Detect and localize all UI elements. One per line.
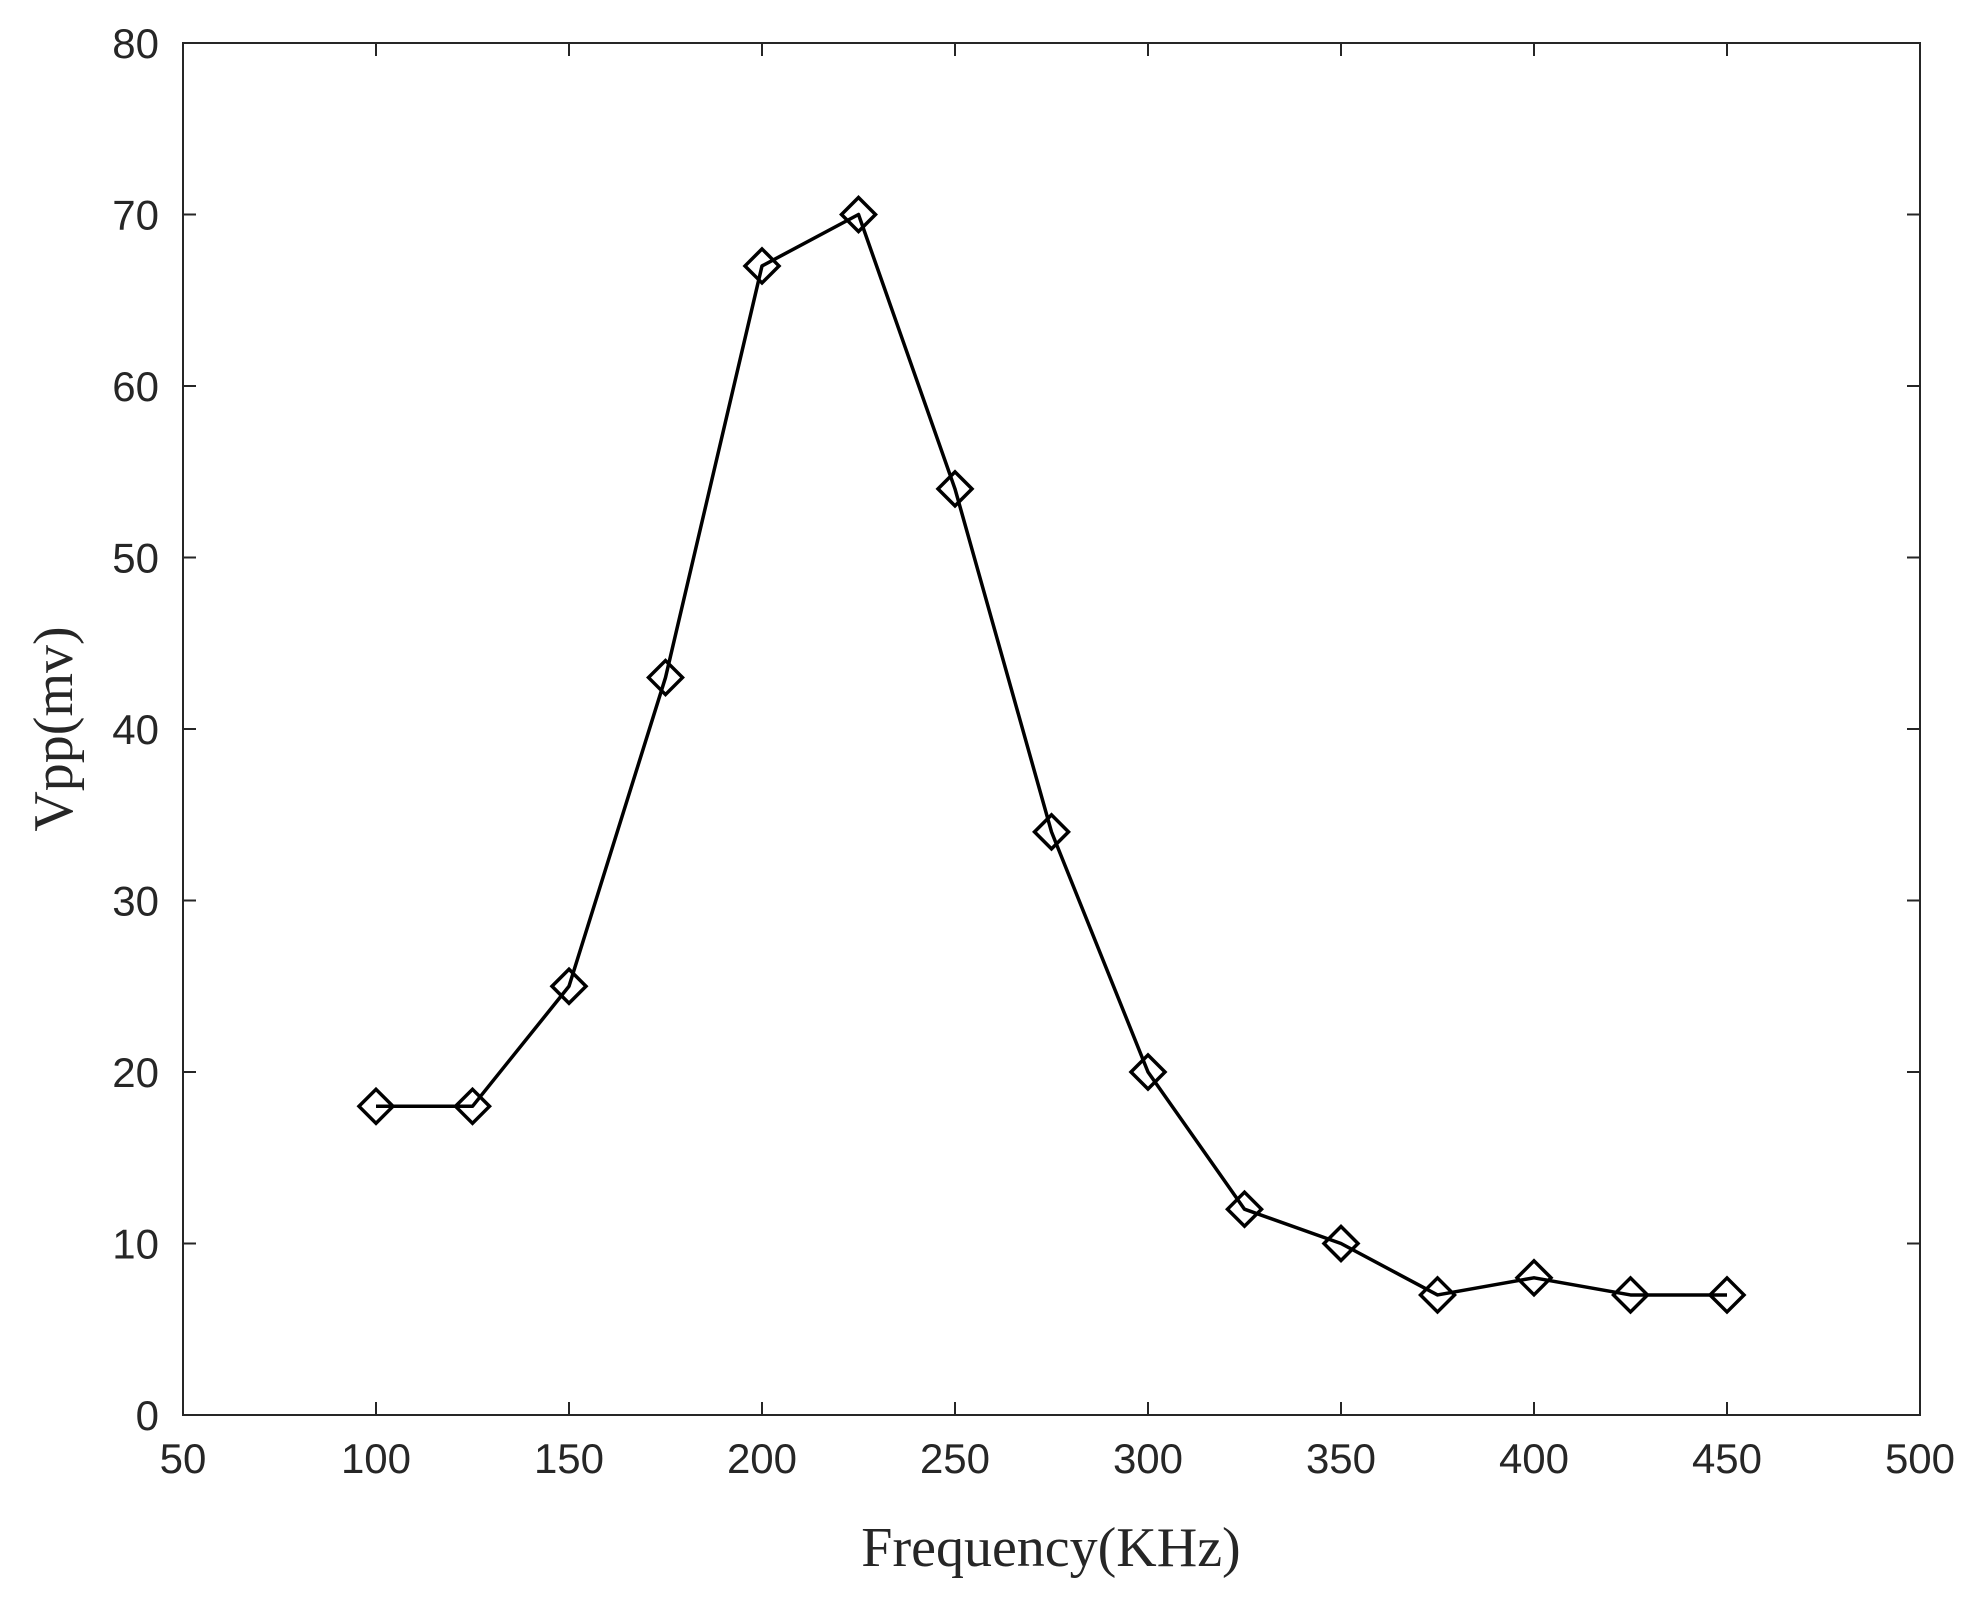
- data-point-14: [1707, 1275, 1747, 1315]
- series-line-0: [376, 212, 1727, 1297]
- x-tick-label-5: 300: [1113, 1435, 1183, 1482]
- data-point-0: [356, 1086, 396, 1126]
- x-tick-label-1: 100: [341, 1435, 411, 1482]
- data-point-11: [1418, 1275, 1457, 1315]
- data-point-10: [1321, 1224, 1361, 1263]
- x-axis-label: Frequency(KHz): [861, 1517, 1240, 1579]
- x-tick-label-2: 150: [534, 1435, 604, 1482]
- y-tick-label-8: 80: [112, 20, 159, 67]
- data-point-7: [1032, 812, 1071, 852]
- tick-labels: 50 100 150 200 250 300 350 400 450 500 0 10 20 30 40 50…: [112, 20, 1955, 1482]
- y-tick-label-0: 0: [136, 1392, 159, 1439]
- x-tick-label-4: 250: [920, 1435, 990, 1482]
- y-tick-label-3: 30: [112, 878, 159, 925]
- y-tick-label-6: 60: [112, 363, 159, 410]
- y-tick-label-5: 50: [112, 535, 159, 582]
- x-tick-label-6: 350: [1306, 1435, 1376, 1482]
- data-point-4: [742, 246, 782, 286]
- y-tick-label-7: 70: [112, 192, 159, 239]
- data-point-6: [935, 469, 975, 509]
- y-tick-label-1: 10: [112, 1221, 159, 1268]
- plot-frame: [182, 42, 1921, 1416]
- x-tick-label-9: 500: [1885, 1435, 1955, 1482]
- x-tick-label-0: 50: [160, 1435, 207, 1482]
- data-point-8: [1128, 1052, 1168, 1092]
- data-point-13: [1611, 1275, 1650, 1315]
- series-layer: [356, 195, 1747, 1315]
- data-point-9: [1225, 1189, 1264, 1229]
- data-point-1: [453, 1086, 492, 1126]
- x-tick-label-8: 450: [1692, 1435, 1762, 1482]
- y-axis-label: Vpp(mv): [23, 626, 85, 831]
- y-tick-label-4: 40: [112, 706, 159, 753]
- x-tick-label-3: 200: [727, 1435, 797, 1482]
- data-point-5: [839, 195, 878, 234]
- data-point-2: [549, 966, 589, 1006]
- data-point-3: [646, 658, 685, 698]
- y-tick-label-2: 20: [112, 1049, 159, 1096]
- axis-ticks: [182, 42, 1921, 1416]
- x-tick-label-7: 400: [1499, 1435, 1569, 1482]
- data-point-12: [1514, 1258, 1554, 1298]
